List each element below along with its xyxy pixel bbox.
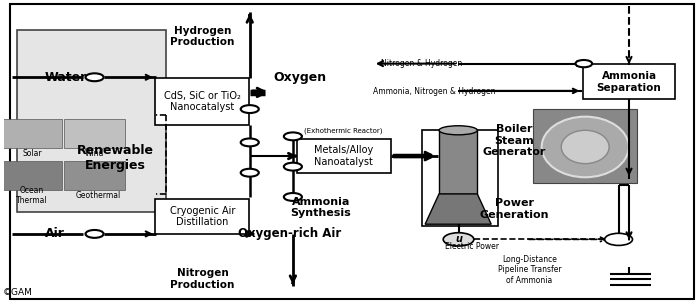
- Text: Renewable
Energies: Renewable Energies: [77, 144, 154, 171]
- Ellipse shape: [561, 130, 609, 164]
- Bar: [1, 119, 62, 148]
- Text: ©GAM: ©GAM: [3, 288, 33, 297]
- Text: Air: Air: [45, 228, 65, 240]
- Text: Hydrogen
Production: Hydrogen Production: [170, 25, 234, 47]
- Circle shape: [85, 230, 104, 238]
- Bar: [533, 109, 638, 183]
- Bar: [297, 139, 391, 173]
- Text: Metals/Alloy
Nanoatalyst: Metals/Alloy Nanoatalyst: [314, 145, 373, 167]
- Bar: [582, 65, 676, 99]
- Text: Ammonia
Synthesis: Ammonia Synthesis: [290, 197, 351, 218]
- Text: Solar: Solar: [22, 148, 42, 158]
- Text: Ammonia, Nitrogen & Hydrogen: Ammonia, Nitrogen & Hydrogen: [373, 87, 496, 96]
- Circle shape: [284, 193, 302, 201]
- Text: Electric Power: Electric Power: [445, 242, 499, 251]
- Text: Nitrogen & Hydrogen: Nitrogen & Hydrogen: [381, 59, 462, 68]
- Circle shape: [85, 73, 104, 81]
- Circle shape: [284, 132, 302, 140]
- Text: Geothermal: Geothermal: [76, 191, 120, 200]
- Text: Ocean
Thermal: Ocean Thermal: [16, 186, 48, 205]
- Polygon shape: [425, 194, 491, 224]
- Text: Boiler
Steam
Generator: Boiler Steam Generator: [482, 124, 546, 158]
- Text: Nitrogen
Production: Nitrogen Production: [170, 268, 234, 290]
- Text: (Exhothermic Reactor): (Exhothermic Reactor): [304, 128, 383, 134]
- Circle shape: [284, 163, 302, 171]
- Bar: [64, 161, 125, 190]
- Text: Power
Generation: Power Generation: [480, 198, 549, 220]
- Bar: [155, 199, 249, 234]
- Bar: [421, 130, 498, 226]
- Bar: [64, 119, 125, 148]
- Circle shape: [575, 60, 592, 67]
- Text: Ammonia
Separation: Ammonia Separation: [596, 71, 662, 93]
- Bar: [1, 161, 62, 190]
- Bar: [17, 30, 166, 212]
- Text: Wind: Wind: [85, 148, 104, 158]
- Text: Oxygen-rich Air: Oxygen-rich Air: [238, 228, 341, 240]
- Ellipse shape: [542, 117, 629, 177]
- Text: Oxygen: Oxygen: [273, 71, 326, 84]
- Circle shape: [241, 138, 259, 146]
- Circle shape: [241, 105, 259, 113]
- Bar: [155, 78, 249, 125]
- Text: Water: Water: [44, 71, 87, 84]
- Bar: [439, 130, 477, 194]
- Text: Long-Distance
Pipeline Transfer
of Ammonia: Long-Distance Pipeline Transfer of Ammon…: [498, 255, 561, 285]
- Circle shape: [605, 233, 633, 245]
- Ellipse shape: [439, 126, 477, 135]
- Circle shape: [443, 233, 474, 246]
- Text: u: u: [455, 234, 462, 245]
- Circle shape: [241, 169, 259, 177]
- Text: Cryogenic Air
Distillation: Cryogenic Air Distillation: [169, 206, 235, 228]
- Text: CdS, SiC or TiO₂
Nanocatalyst: CdS, SiC or TiO₂ Nanocatalyst: [164, 91, 241, 112]
